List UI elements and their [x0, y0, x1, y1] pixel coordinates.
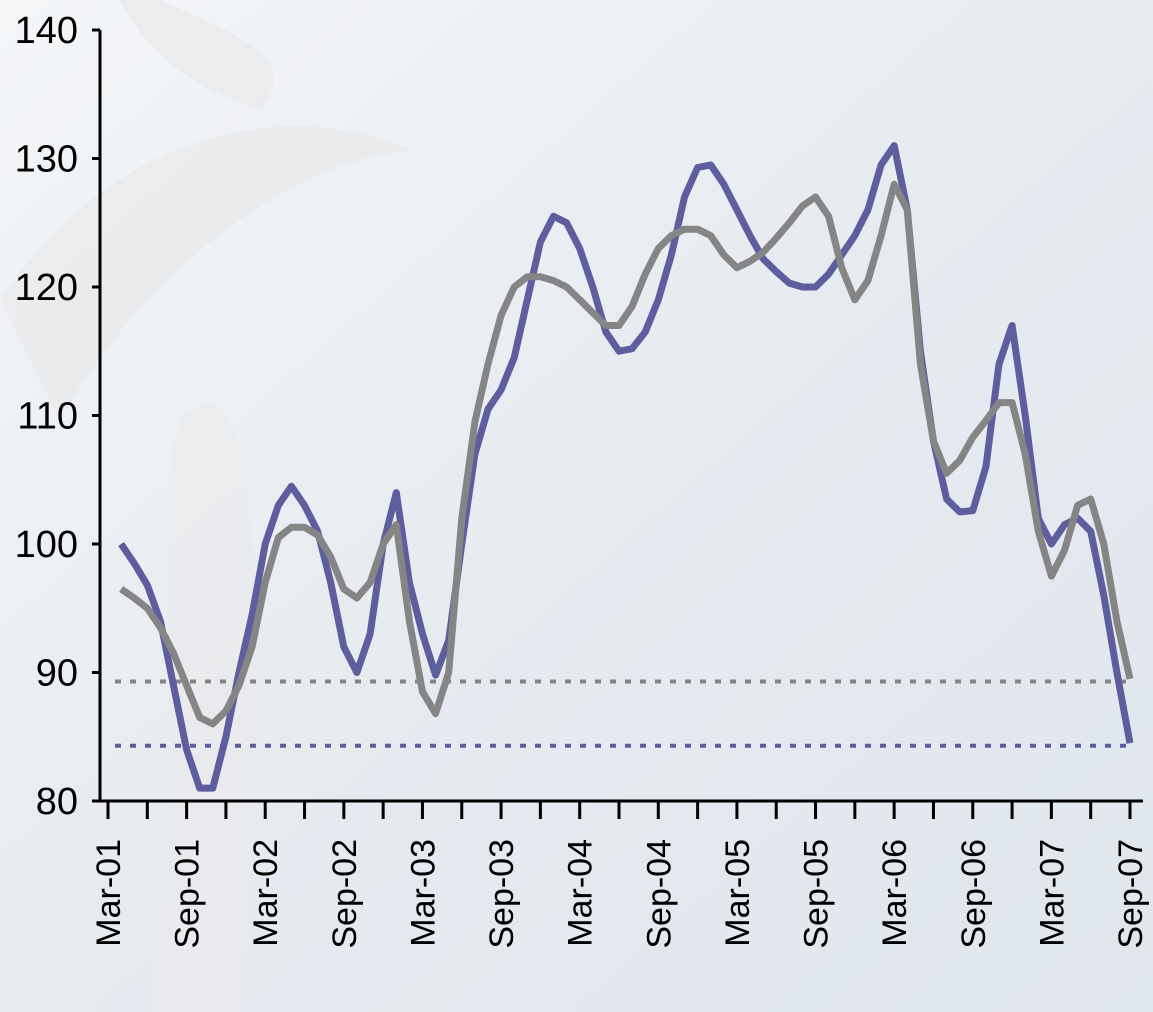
y-tick-label: 80	[36, 781, 78, 823]
x-tick-label: Mar-01	[90, 839, 128, 947]
y-tick-label: 140	[15, 10, 78, 52]
x-tick-label: Sep-04	[640, 839, 678, 949]
x-tick-label: Mar-05	[719, 839, 757, 947]
y-tick-label: 100	[15, 524, 78, 566]
x-tick-label: Sep-07	[1112, 839, 1150, 949]
x-tick-label: Mar-02	[247, 839, 285, 947]
x-tick-label: Sep-01	[169, 839, 207, 949]
x-tick-label: Mar-03	[404, 839, 442, 947]
x-tick-label: Sep-05	[798, 839, 836, 949]
x-tick-label: Sep-03	[483, 839, 521, 949]
x-tick-label: Sep-02	[326, 839, 364, 949]
y-tick-label: 130	[15, 139, 78, 181]
y-tick-label: 110	[17, 396, 78, 438]
series-line	[119, 180, 1134, 728]
x-tick-label: Mar-07	[1033, 839, 1071, 947]
x-tick-label: Mar-06	[876, 839, 914, 947]
y-tick-label: 90	[36, 653, 78, 695]
x-tick-label: Sep-06	[955, 839, 993, 949]
watermark	[120, 0, 274, 110]
x-tick-label: Mar-04	[562, 839, 600, 947]
series-line	[118, 142, 1134, 792]
watermark	[150, 402, 256, 1012]
y-tick-label: 120	[15, 267, 78, 309]
watermark	[0, 126, 410, 420]
